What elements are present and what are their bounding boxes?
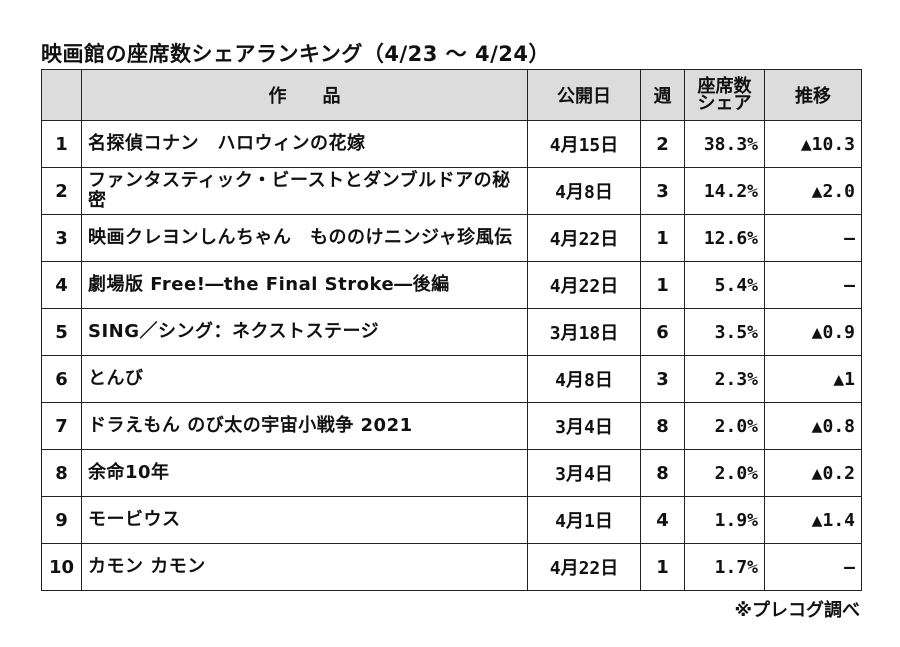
header-release: 公開日 [527, 69, 641, 121]
cell-release: 4月1日 [527, 496, 641, 544]
table-header-row: 作 品 公開日 週 座席数 シェア 推移 [41, 69, 862, 121]
cell-title: ドラえもん のび太の宇宙小戦争 2021 [81, 402, 528, 450]
cell-release: 4月22日 [527, 214, 641, 262]
cell-trend: ▲0.2 [764, 449, 862, 497]
cell-trend: ▲1.4 [764, 496, 862, 544]
header-share-line1: 座席数 [697, 76, 752, 97]
cell-trend: ▲0.8 [764, 402, 862, 450]
header-share: 座席数 シェア [684, 69, 765, 121]
cell-week: 8 [640, 449, 685, 497]
cell-release: 3月4日 [527, 449, 641, 497]
cell-trend: ― [764, 261, 862, 309]
header-trend: 推移 [764, 69, 862, 121]
cell-rank: 8 [41, 449, 82, 497]
cell-title: 余命10年 [81, 449, 528, 497]
ranking-table: 作 品 公開日 週 座席数 シェア 推移 1 名探偵コナン ハロウィンの花嫁 4月15… [41, 69, 862, 591]
cell-title: 劇場版 Free!―the Final Stroke―後編 [81, 261, 528, 309]
cell-share: 14.2% [684, 167, 765, 215]
cell-week: 8 [640, 402, 685, 450]
cell-rank: 9 [41, 496, 82, 544]
header-share-line2: シェア [697, 93, 752, 114]
cell-rank: 1 [41, 120, 82, 168]
table-row: 6 とんび 4月8日 3 2.3% ▲1 [41, 355, 862, 403]
cell-week: 3 [640, 355, 685, 403]
cell-title: SING／シング：ネクストステージ [81, 308, 528, 356]
table-row: 7 ドラえもん のび太の宇宙小戦争 2021 3月4日 8 2.0% ▲0.8 [41, 402, 862, 450]
cell-rank: 3 [41, 214, 82, 262]
cell-release: 4月8日 [527, 355, 641, 403]
cell-rank: 7 [41, 402, 82, 450]
cell-share: 12.6% [684, 214, 765, 262]
source-note: ※プレコグ調べ [734, 600, 861, 621]
cell-share: 5.4% [684, 261, 765, 309]
cell-release: 3月18日 [527, 308, 641, 356]
cell-rank: 5 [41, 308, 82, 356]
cell-trend: ▲1 [764, 355, 862, 403]
cell-week: 6 [640, 308, 685, 356]
cell-release: 4月15日 [527, 120, 641, 168]
cell-title: ファンタスティック・ビーストとダンブルドアの秘密 [81, 167, 528, 215]
cell-share: 1.7% [684, 543, 765, 591]
header-rank [41, 69, 82, 121]
cell-share: 1.9% [684, 496, 765, 544]
table-row: 2 ファンタスティック・ビーストとダンブルドアの秘密 4月8日 3 14.2% ▲2.0 [41, 167, 862, 215]
table-row: 3 映画クレヨンしんちゃん もののけニンジャ珍風伝 4月22日 1 12.6% ― [41, 214, 862, 262]
header-week: 週 [640, 69, 685, 121]
cell-title: とんび [81, 355, 528, 403]
table-row: 5 SING／シング：ネクストステージ 3月18日 6 3.5% ▲0.9 [41, 308, 862, 356]
cell-week: 1 [640, 261, 685, 309]
cell-week: 1 [640, 214, 685, 262]
page-title: 映画館の座席数シェアランキング（4/23 ～ 4/24） [41, 42, 551, 66]
table-row: 8 余命10年 3月4日 8 2.0% ▲0.2 [41, 449, 862, 497]
header-title: 作 品 [81, 69, 528, 121]
table-row: 9 モービウス 4月1日 4 1.9% ▲1.4 [41, 496, 862, 544]
cell-trend: ▲2.0 [764, 167, 862, 215]
cell-release: 4月8日 [527, 167, 641, 215]
cell-title: 映画クレヨンしんちゃん もののけニンジャ珍風伝 [81, 214, 528, 262]
cell-week: 3 [640, 167, 685, 215]
cell-rank: 4 [41, 261, 82, 309]
cell-title: カモン カモン [81, 543, 528, 591]
table-row: 10 カモン カモン 4月22日 1 1.7% ― [41, 543, 862, 591]
cell-rank: 6 [41, 355, 82, 403]
cell-trend: ― [764, 543, 862, 591]
cell-week: 4 [640, 496, 685, 544]
cell-release: 3月4日 [527, 402, 641, 450]
cell-share: 2.0% [684, 449, 765, 497]
cell-title: モービウス [81, 496, 528, 544]
cell-week: 1 [640, 543, 685, 591]
cell-release: 4月22日 [527, 543, 641, 591]
cell-trend: ― [764, 214, 862, 262]
cell-rank: 2 [41, 167, 82, 215]
cell-trend: ▲0.9 [764, 308, 862, 356]
cell-rank: 10 [41, 543, 82, 591]
cell-title: 名探偵コナン ハロウィンの花嫁 [81, 120, 528, 168]
table-row: 4 劇場版 Free!―the Final Stroke―後編 4月22日 1 5.4%… [41, 261, 862, 309]
table-row: 1 名探偵コナン ハロウィンの花嫁 4月15日 2 38.3% ▲10.3 [41, 120, 862, 168]
cell-share: 2.0% [684, 402, 765, 450]
cell-share: 38.3% [684, 120, 765, 168]
cell-share: 2.3% [684, 355, 765, 403]
cell-week: 2 [640, 120, 685, 168]
cell-trend: ▲10.3 [764, 120, 862, 168]
cell-share: 3.5% [684, 308, 765, 356]
cell-release: 4月22日 [527, 261, 641, 309]
